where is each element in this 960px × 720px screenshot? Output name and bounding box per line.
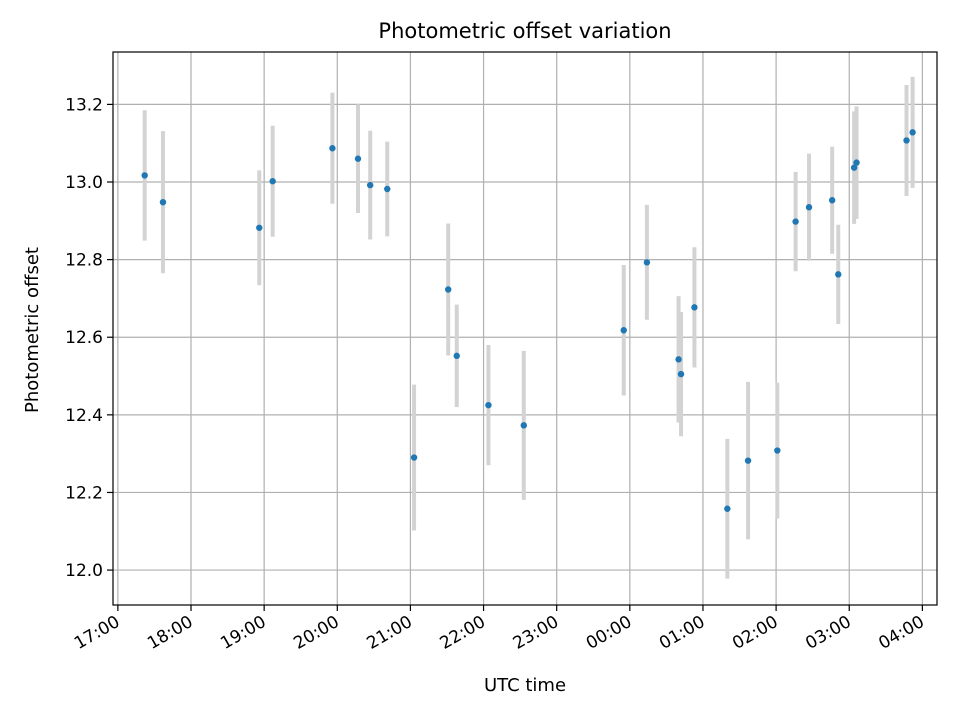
data-point xyxy=(853,159,860,166)
data-point xyxy=(724,505,731,512)
data-point xyxy=(159,198,167,206)
data-point xyxy=(744,457,752,464)
data-point xyxy=(520,422,527,429)
data-point xyxy=(366,181,374,189)
y-tick-label: 12.6 xyxy=(65,328,103,348)
y-axis-label: Photometric offset xyxy=(22,247,43,413)
data-point xyxy=(805,204,813,211)
data-point xyxy=(675,356,682,363)
y-tick-label: 12.0 xyxy=(65,561,103,581)
y-tick-label: 13.0 xyxy=(65,173,103,193)
data-point xyxy=(485,401,492,409)
data-point xyxy=(329,145,336,152)
y-tick-label: 12.8 xyxy=(65,251,103,271)
data-point xyxy=(620,327,627,334)
point-layer xyxy=(141,129,916,512)
data-point xyxy=(792,218,799,225)
chart-title: Photometric offset variation xyxy=(378,19,671,43)
data-point xyxy=(256,224,263,231)
data-point xyxy=(453,352,460,360)
data-point xyxy=(141,172,148,179)
data-point xyxy=(835,271,842,278)
data-point xyxy=(643,259,651,266)
data-point xyxy=(909,129,916,136)
data-point xyxy=(903,137,910,144)
y-tick-label: 13.2 xyxy=(65,95,103,115)
plot-area-frame xyxy=(112,51,938,606)
data-point xyxy=(354,155,362,162)
data-point xyxy=(774,447,781,454)
data-point xyxy=(445,286,452,293)
data-point xyxy=(677,370,685,378)
x-axis-label: UTC time xyxy=(484,675,566,696)
y-tick-label: 12.2 xyxy=(65,483,103,503)
data-point xyxy=(828,197,836,204)
data-point xyxy=(850,164,858,171)
data-point xyxy=(269,178,276,185)
data-point xyxy=(384,185,391,193)
data-point xyxy=(410,454,418,461)
data-point xyxy=(691,304,698,311)
y-tick-label: 12.4 xyxy=(65,406,103,426)
